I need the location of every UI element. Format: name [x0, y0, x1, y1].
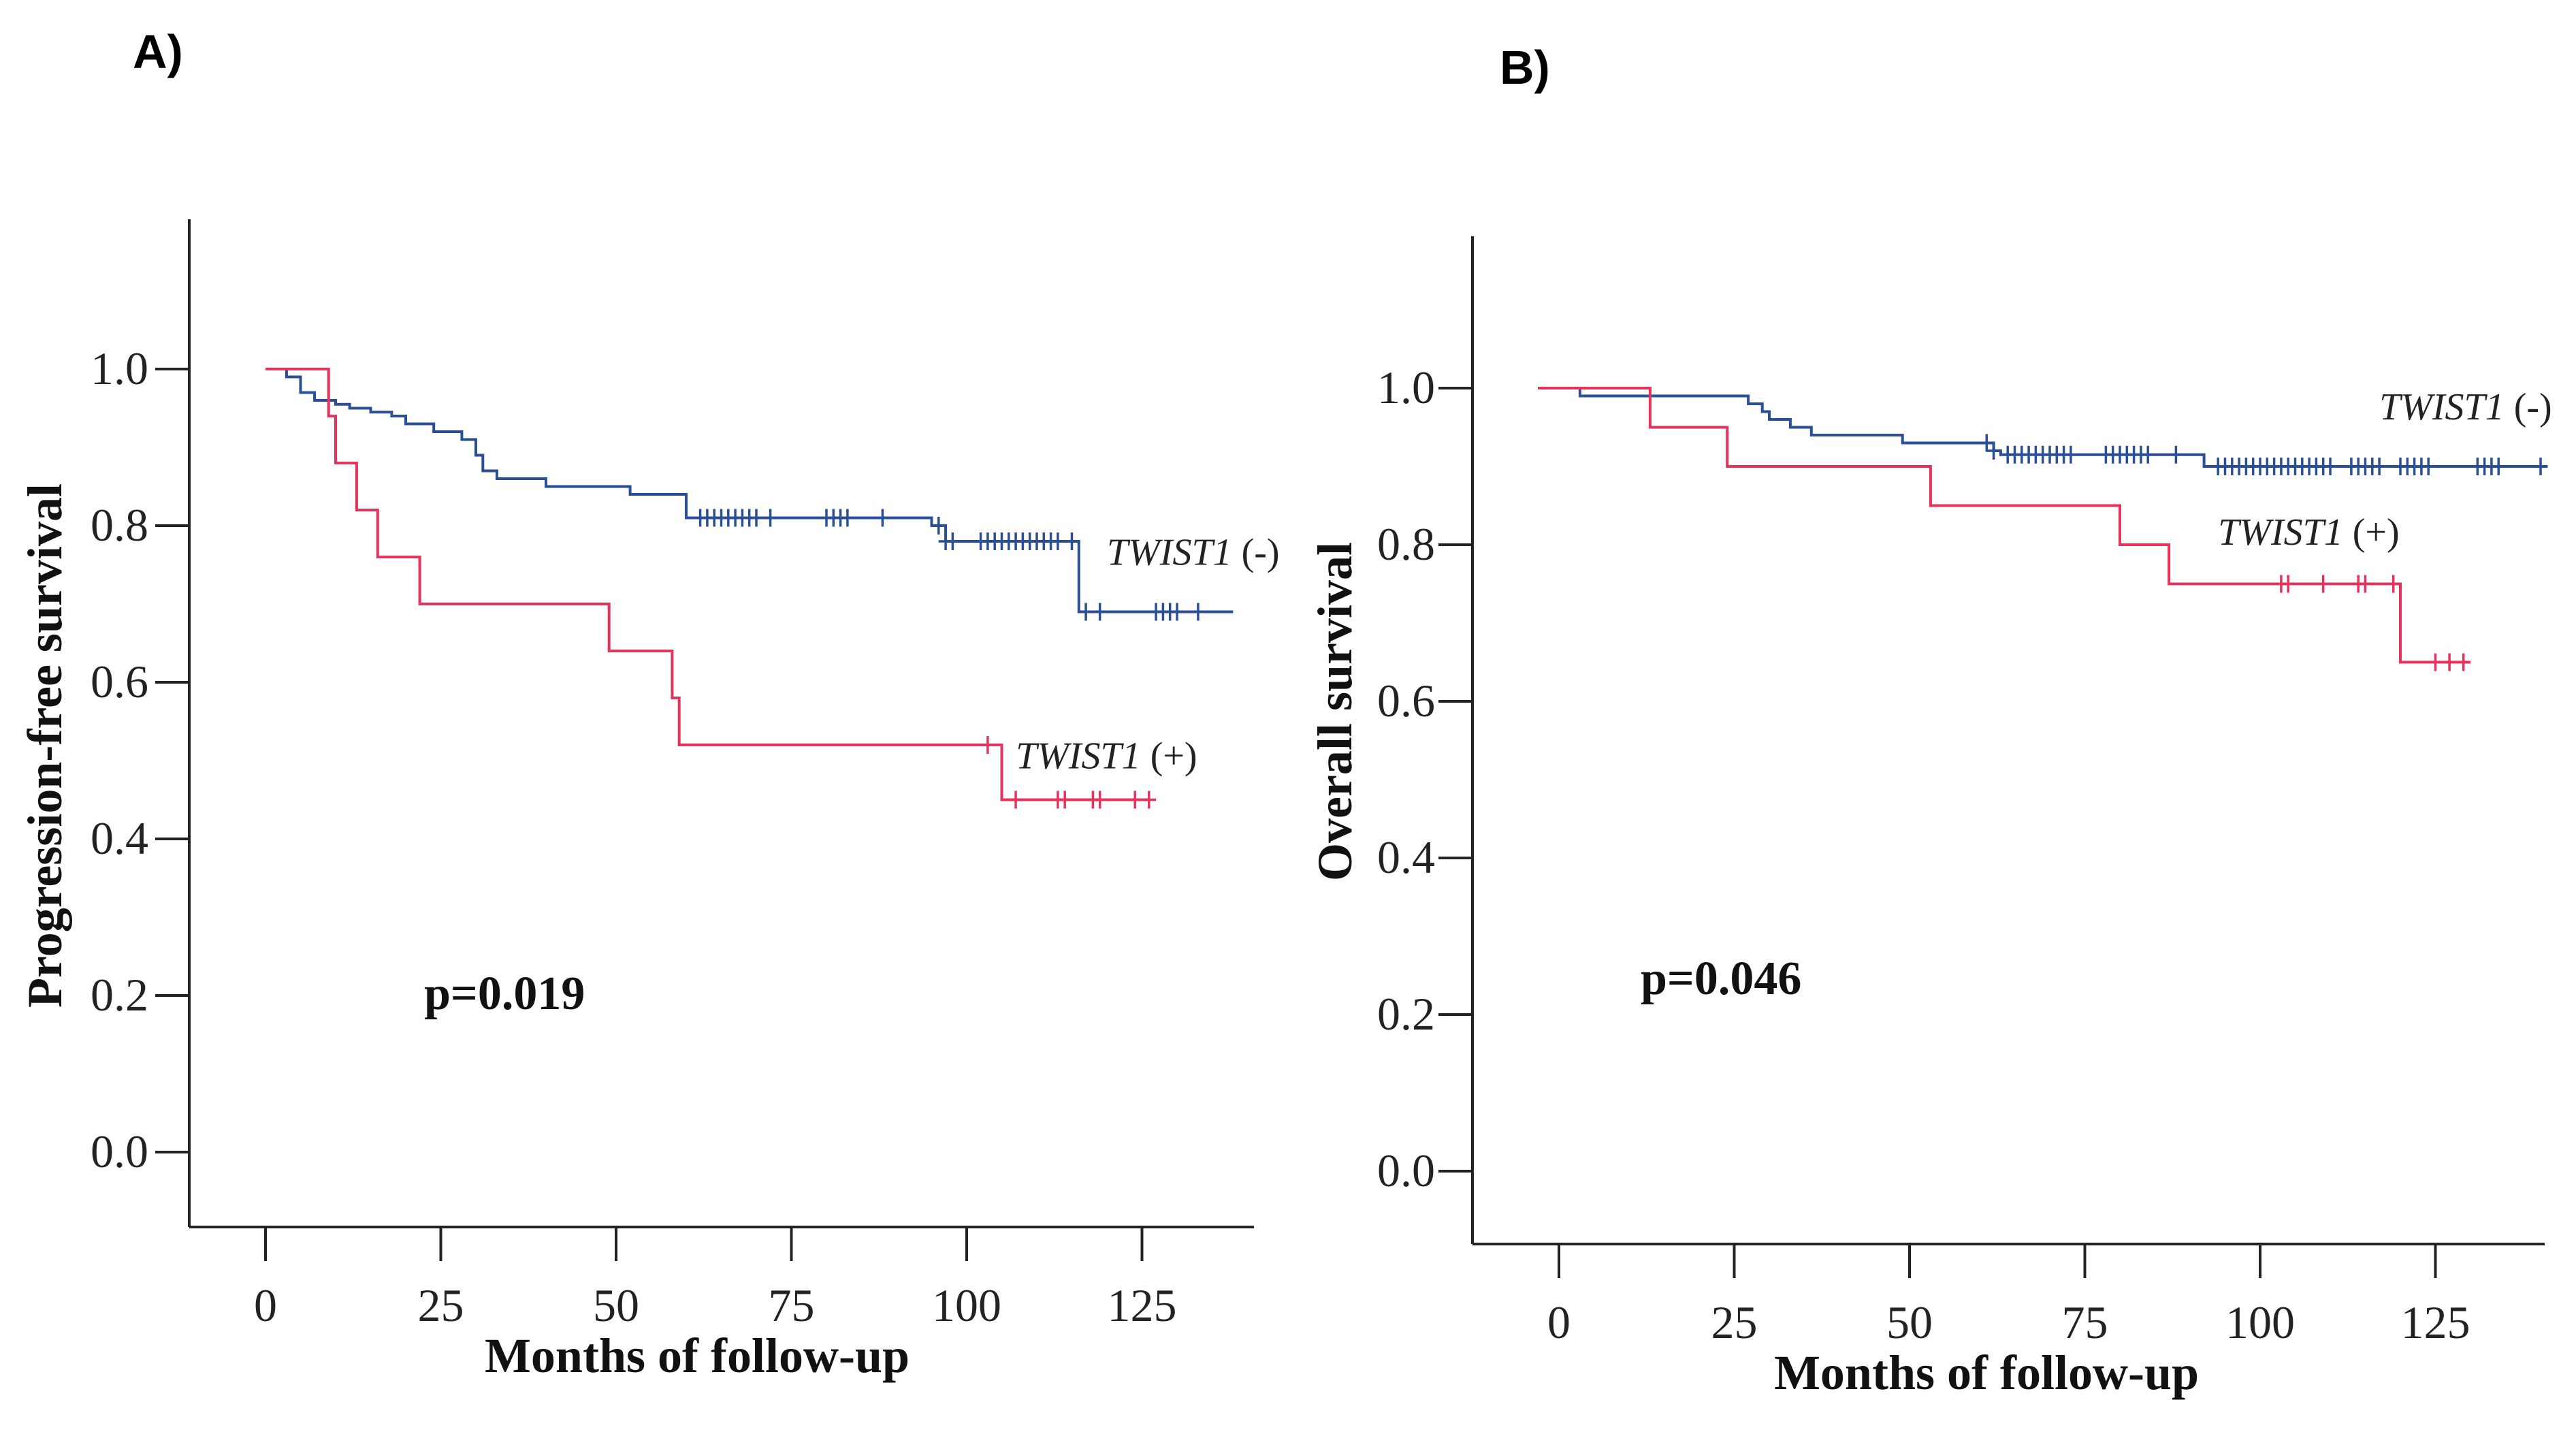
censor-mark: [2491, 458, 2506, 475]
censor-mark: [1191, 603, 1206, 621]
censor-mark: [2281, 575, 2296, 593]
censor-mark: [2323, 458, 2338, 475]
series-label-main: TWIST1: [1107, 532, 1232, 574]
censor-mark: [2533, 458, 2548, 475]
censor-mark: [980, 736, 995, 754]
series-twist1-negative: TWIST1 (-): [265, 368, 1280, 621]
censor-mark: [2140, 445, 2155, 464]
censor-mark: [1142, 791, 1157, 809]
y-tick-label: 0.2: [91, 969, 148, 1021]
y-tick-label: 0.6: [1377, 675, 1435, 727]
y-tick-label: 0.4: [91, 812, 148, 864]
chart-panel-b: B) 0.0 0.2 0.4 0.6 0.8 1.0 0 25 50 75 100 125 Months …: [1308, 41, 2552, 1400]
censor-mark: [1170, 603, 1185, 621]
y-tick-label: 0.8: [1377, 518, 1435, 570]
censor-mark: [2428, 653, 2443, 671]
chart-panel-a: A) 0.0 0.2 0.4 0.6 0.8 1.0 0 25 50 75 100 125 Months …: [18, 25, 1280, 1383]
x-tick-label: 100: [2225, 1296, 2295, 1348]
censor-mark: [2456, 653, 2471, 671]
censor-mark: [875, 509, 890, 527]
censor-mark: [931, 517, 946, 535]
censor-mark: [2386, 575, 2401, 593]
censor-mark: [1065, 532, 1079, 550]
censor-mark: [2421, 458, 2436, 475]
censor-mark: [1050, 532, 1065, 550]
censor-mark: [2442, 653, 2457, 671]
censor-mark: [2358, 575, 2372, 593]
censor-mark: [2316, 575, 2331, 593]
y-tick-label: 1.0: [91, 342, 148, 394]
p-value-annotation: p=0.046: [1641, 953, 1801, 1005]
censor-mark: [1057, 791, 1072, 809]
x-tick-label: 75: [769, 1279, 815, 1331]
series-label-main: TWIST1: [1016, 735, 1141, 778]
x-tick-label: 75: [2062, 1296, 2108, 1348]
series-label: TWIST1 (-): [1107, 532, 1280, 574]
series-label-main: TWIST1: [2379, 386, 2505, 428]
series-label-suffix: (+): [1141, 735, 1197, 778]
censor-mark: [2372, 458, 2387, 475]
y-axis-title: Overall survival: [1308, 542, 1362, 881]
x-tick-label: 125: [2401, 1296, 2470, 1348]
x-tick-label: 100: [932, 1279, 1001, 1331]
p-value-annotation: p=0.019: [424, 968, 585, 1020]
censor-mark: [1078, 603, 1093, 621]
series-label: TWIST1 (+): [1016, 735, 1197, 778]
censor-mark: [1093, 791, 1108, 809]
survival-step-line: [265, 368, 1234, 614]
panel-label: A): [133, 25, 183, 78]
censor-mark: [1127, 791, 1142, 809]
censor-mark: [1093, 603, 1108, 621]
series-label-suffix: (+): [2343, 511, 2400, 554]
y-axis-title: Progression-free survival: [18, 483, 72, 1008]
censor-mark: [749, 509, 764, 527]
censor-mark: [1008, 791, 1023, 809]
series-label-suffix: (-): [2505, 386, 2552, 428]
x-tick-label: 50: [1886, 1296, 1933, 1348]
censor-mark: [946, 532, 960, 550]
x-tick-label: 0: [1547, 1296, 1571, 1348]
series-twist1-positive: TWIST1 (+): [265, 368, 1197, 809]
x-axis-title: Months of follow-up: [1774, 1345, 2199, 1400]
series-label-suffix: (-): [1232, 532, 1280, 574]
panel-label: B): [1500, 41, 1550, 94]
survival-step-line: [1538, 387, 2548, 468]
y-tick-label: 0.4: [1377, 831, 1435, 883]
y-tick-label: 0.0: [1377, 1145, 1435, 1196]
x-axis-title: Months of follow-up: [485, 1328, 909, 1383]
series-twist1-positive: TWIST1 (+): [1538, 387, 2471, 671]
censor-mark: [2169, 445, 2183, 464]
censor-mark: [2063, 445, 2078, 464]
series-twist1-negative: TWIST1 (-): [1538, 386, 2552, 475]
series-label: TWIST1 (-): [2379, 386, 2552, 428]
y-tick-label: 0.2: [1377, 988, 1435, 1040]
y-tick-label: 1.0: [1377, 362, 1435, 413]
y-tick-label: 0.8: [91, 499, 148, 551]
x-tick-label: 25: [418, 1279, 464, 1331]
censor-mark: [763, 509, 777, 527]
series-label-main: TWIST1: [2218, 511, 2343, 554]
x-tick-label: 0: [254, 1279, 277, 1331]
censor-mark: [1979, 434, 1994, 452]
x-tick-label: 25: [1711, 1296, 1758, 1348]
series-label: TWIST1 (+): [2218, 511, 2399, 554]
survival-step-line: [265, 368, 1149, 801]
censor-mark: [1986, 442, 2001, 460]
x-tick-label: 125: [1108, 1279, 1177, 1331]
x-tick-label: 50: [593, 1279, 639, 1331]
y-tick-label: 0.6: [91, 656, 148, 707]
y-tick-label: 0.0: [91, 1126, 148, 1177]
censor-mark: [840, 509, 855, 527]
